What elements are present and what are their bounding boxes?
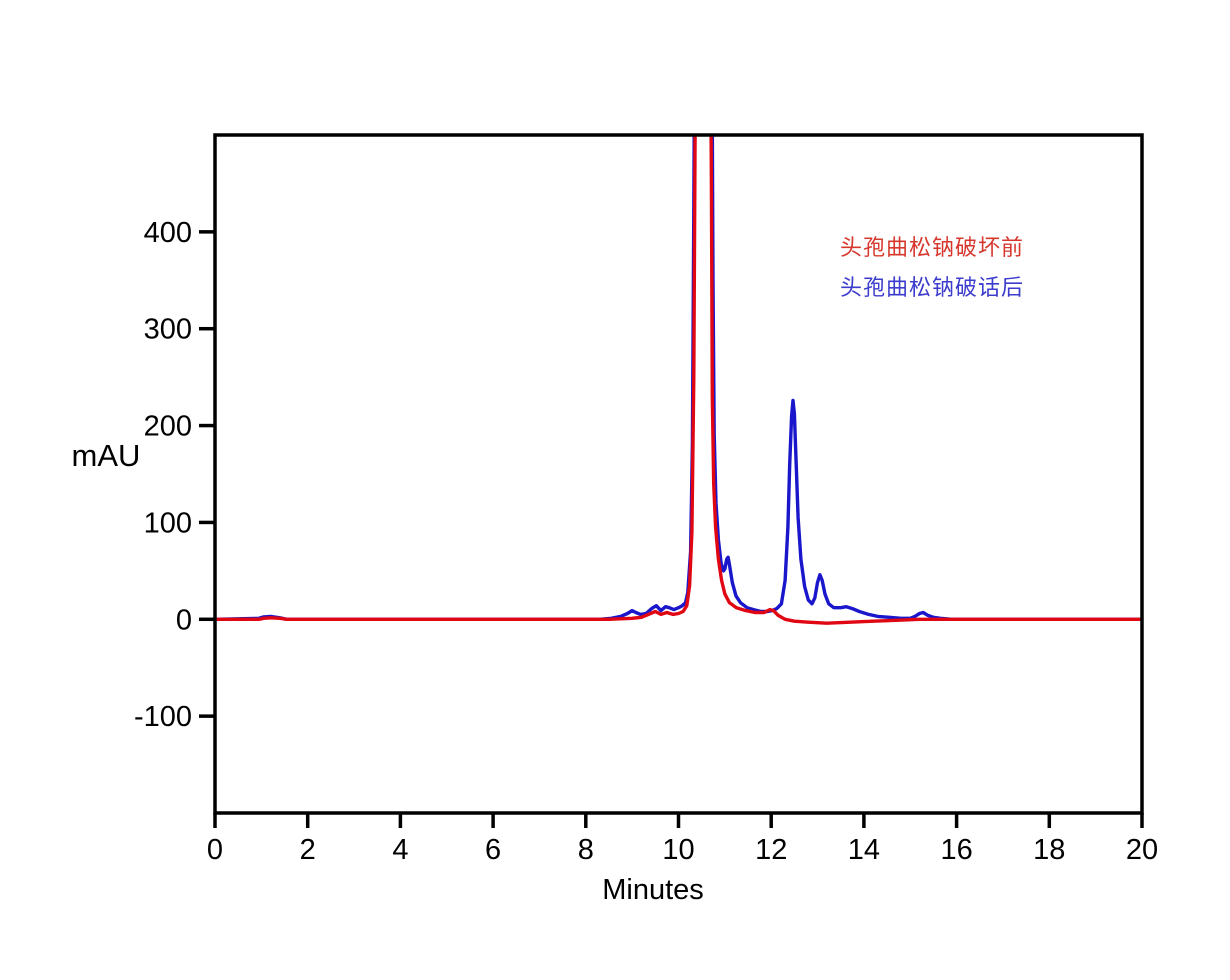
y-tick-label: 0 [176, 604, 192, 636]
x-axis-title: Minutes [602, 874, 704, 906]
y-axis-title: mAU [71, 438, 141, 473]
x-tick-label: 12 [755, 834, 787, 866]
y-tick-label: 200 [144, 411, 192, 443]
legend: 头孢曲松钠破坏前 头孢曲松钠破话后 [840, 228, 1024, 308]
trace-0 [215, 135, 1142, 621]
x-tick-label: 20 [1126, 834, 1158, 866]
x-tick-label: 8 [578, 834, 594, 866]
trace-1 [215, 135, 1142, 625]
legend-item-before-degradation: 头孢曲松钠破坏前 [840, 235, 1025, 260]
x-tick-label: 0 [207, 834, 223, 866]
legend-item-after-degradation: 头孢曲松钠破话后 [840, 275, 1025, 300]
x-tick-label: 18 [1033, 834, 1065, 866]
x-tick-label: 6 [485, 834, 501, 866]
x-tick-label: 10 [662, 834, 694, 866]
y-axis-ticks: -100 0 100 200 300 400 [134, 217, 215, 733]
x-tick-label: 14 [848, 834, 880, 866]
chromatogram-traces [215, 135, 1142, 625]
y-tick-label: 100 [144, 507, 192, 539]
x-tick-label: 16 [940, 834, 972, 866]
x-tick-label: 2 [300, 834, 316, 866]
y-tick-label: -100 [134, 701, 192, 733]
y-tick-label: 400 [144, 217, 192, 249]
x-tick-label: 4 [392, 834, 408, 866]
x-axis-ticks: 0 2 4 6 8 10 12 14 16 18 20 [207, 813, 1158, 866]
y-tick-label: 300 [144, 314, 192, 346]
